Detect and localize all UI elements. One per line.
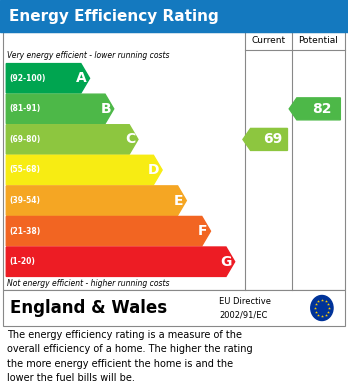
Text: A: A: [76, 71, 87, 85]
Polygon shape: [6, 217, 211, 246]
Text: (21-38): (21-38): [10, 227, 41, 236]
Text: (39-54): (39-54): [10, 196, 41, 205]
Bar: [3, 32, 345, 290]
Text: (1-20): (1-20): [10, 257, 35, 266]
Text: Energy Efficiency Rating: Energy Efficiency Rating: [9, 9, 219, 23]
Text: 82: 82: [312, 102, 332, 116]
Text: F: F: [198, 224, 208, 238]
Text: Very energy efficient - lower running costs: Very energy efficient - lower running co…: [7, 51, 169, 60]
Text: E: E: [174, 194, 183, 208]
Text: Current: Current: [251, 36, 286, 45]
Polygon shape: [6, 64, 89, 93]
Polygon shape: [6, 155, 162, 185]
Bar: [0, 0, 348, 32]
Bar: [3, 290, 345, 326]
Text: Potential: Potential: [298, 36, 338, 45]
Text: The energy efficiency rating is a measure of the
overall efficiency of a home. T: The energy efficiency rating is a measur…: [7, 330, 253, 383]
Text: (69-80): (69-80): [10, 135, 41, 144]
Circle shape: [311, 296, 333, 321]
Text: B: B: [100, 102, 111, 116]
Polygon shape: [6, 247, 235, 276]
Text: Not energy efficient - higher running costs: Not energy efficient - higher running co…: [7, 279, 169, 288]
Polygon shape: [6, 94, 114, 124]
Polygon shape: [289, 98, 340, 120]
Text: England & Wales: England & Wales: [10, 299, 168, 317]
Polygon shape: [6, 125, 138, 154]
Text: (55-68): (55-68): [10, 165, 41, 174]
Text: C: C: [125, 133, 135, 146]
Text: 69: 69: [263, 133, 282, 146]
Text: D: D: [148, 163, 159, 177]
Text: (92-100): (92-100): [10, 74, 46, 83]
Polygon shape: [6, 186, 186, 215]
Text: (81-91): (81-91): [10, 104, 41, 113]
Polygon shape: [243, 128, 287, 151]
Text: EU Directive
2002/91/EC: EU Directive 2002/91/EC: [219, 297, 271, 319]
Text: G: G: [221, 255, 232, 269]
